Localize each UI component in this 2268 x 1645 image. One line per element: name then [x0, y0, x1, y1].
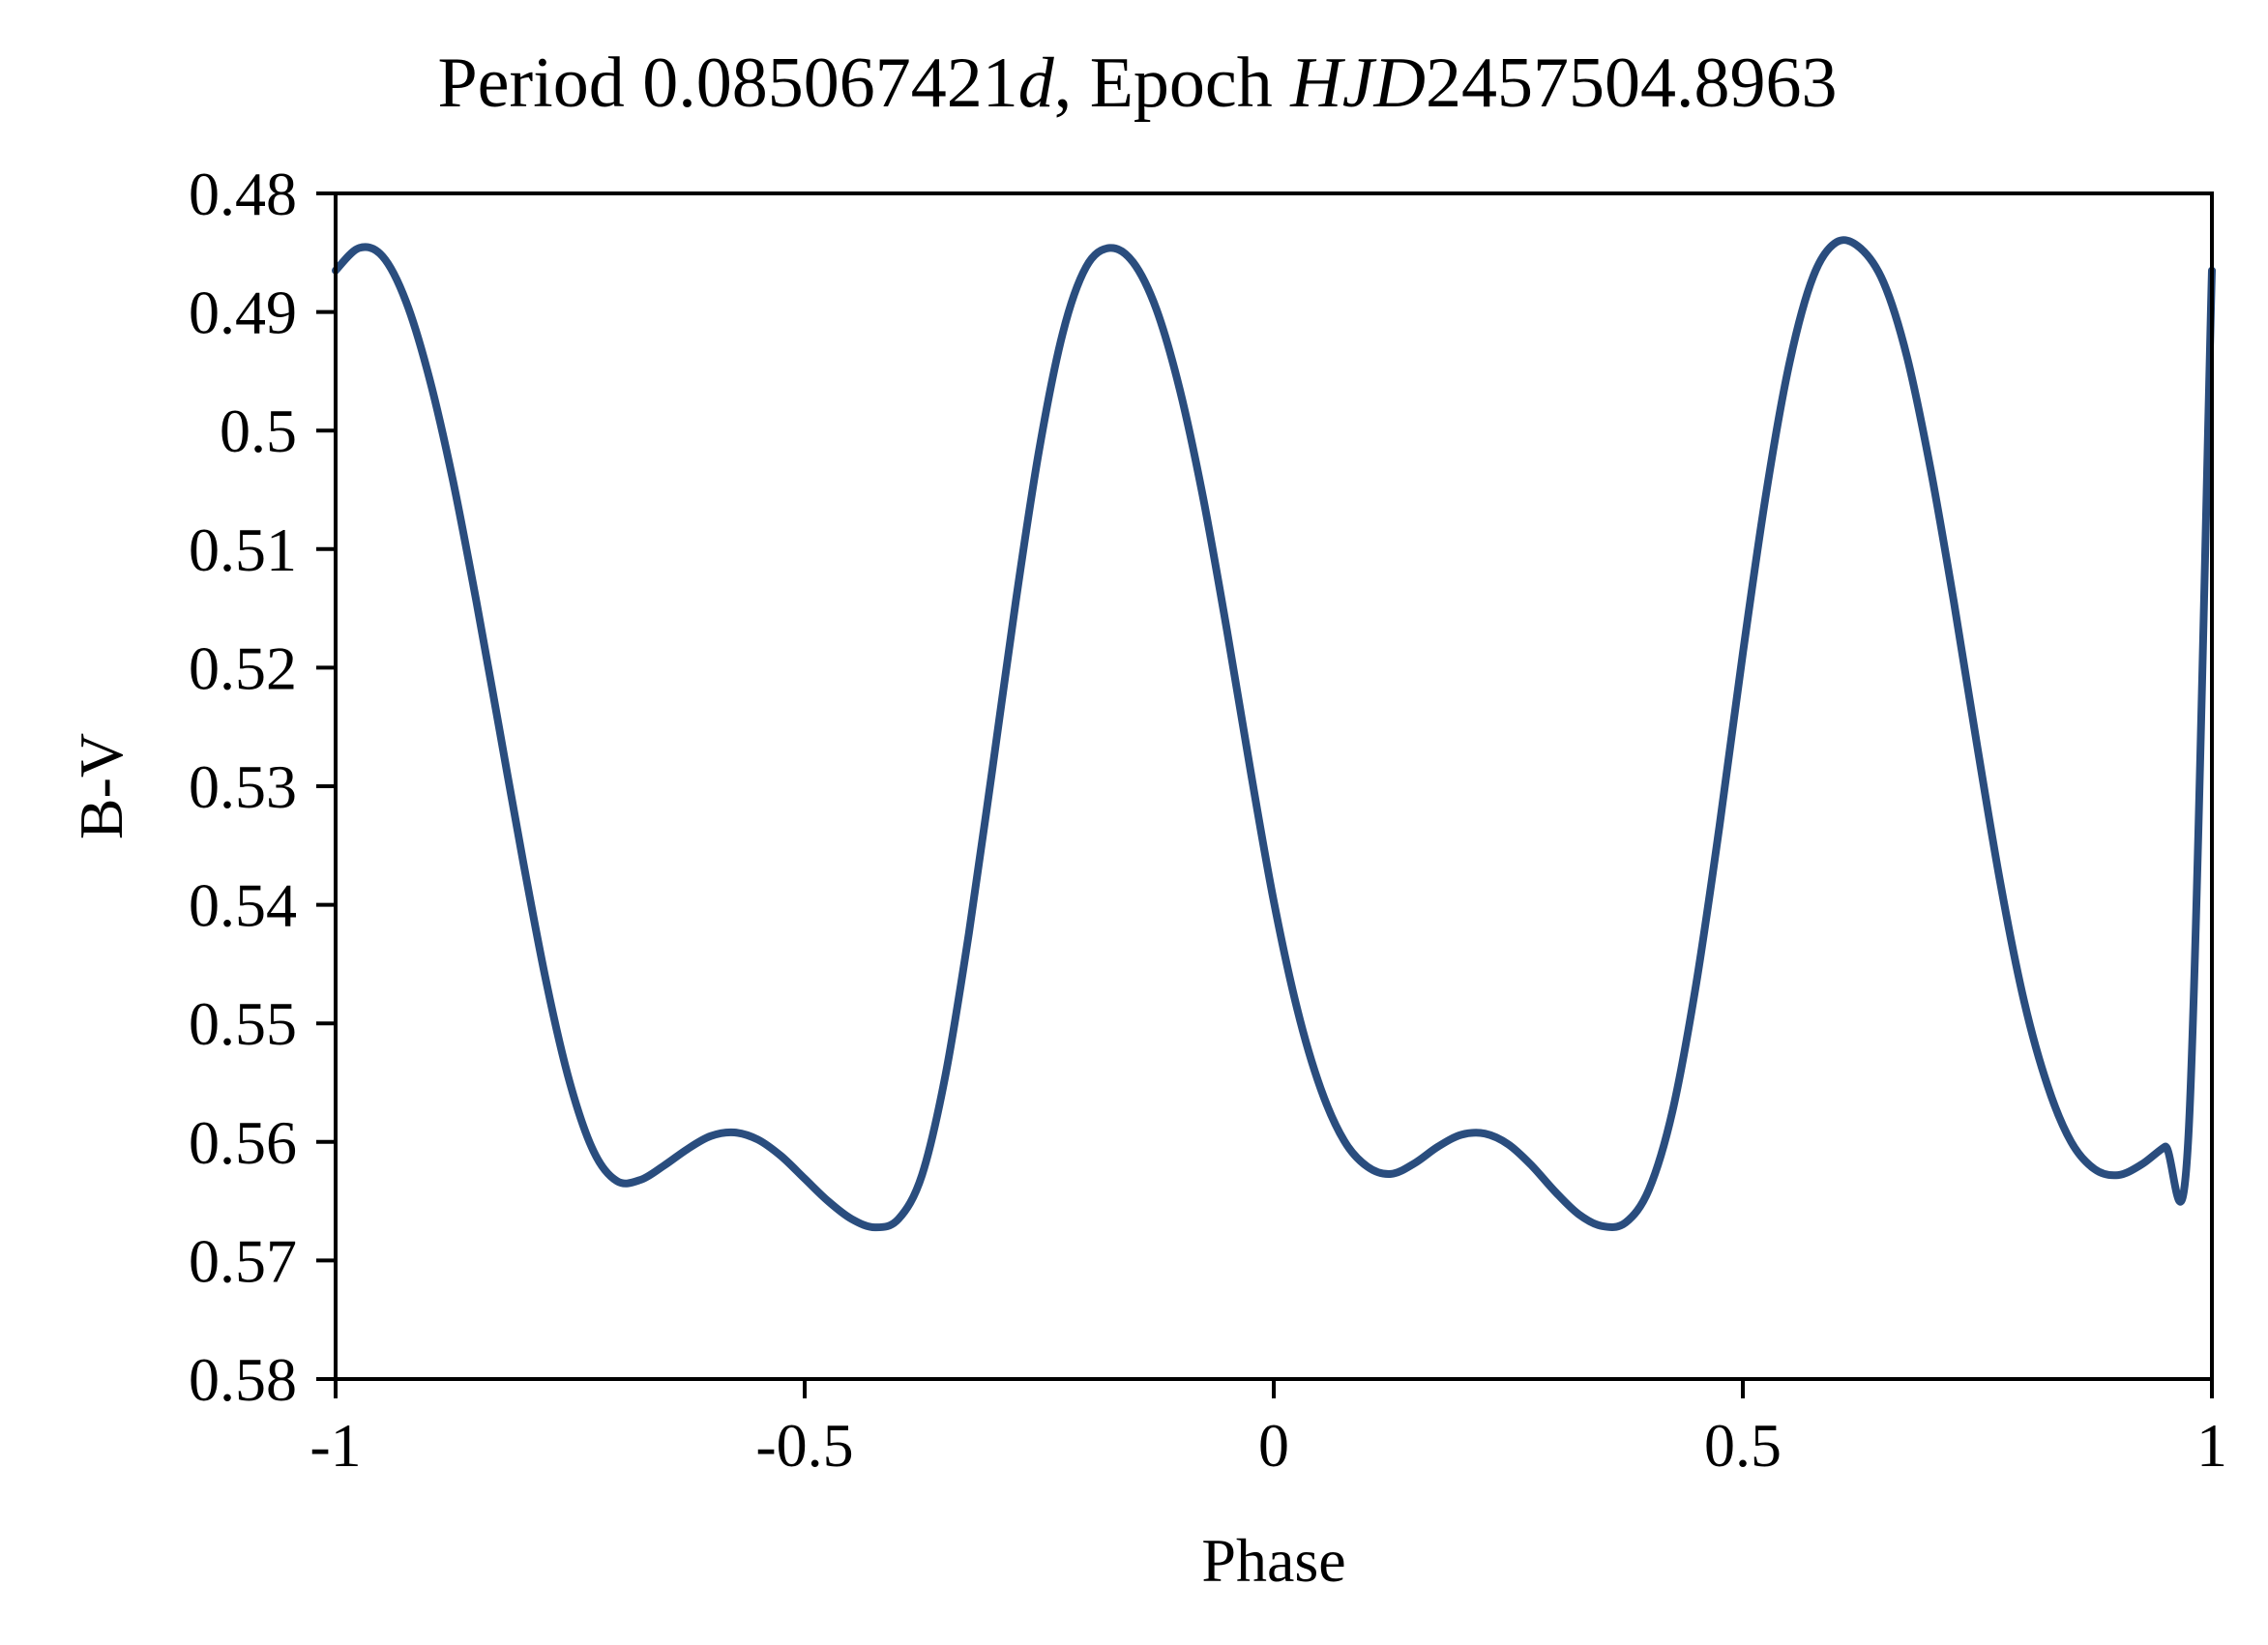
y-tick-label: 0.5	[220, 397, 297, 465]
y-tick-label: 0.58	[189, 1345, 297, 1414]
y-tick-label: 0.56	[189, 1108, 297, 1177]
y-tick-label: 0.51	[189, 515, 297, 584]
title-period-unit: d	[1018, 44, 1055, 123]
title-epoch-label: HJD	[1289, 44, 1426, 123]
x-tick-label: -1	[309, 1411, 361, 1480]
title-period: Period 0.085067421	[438, 44, 1018, 123]
y-tick-label: 0.57	[189, 1226, 297, 1295]
y-axis-label: B-V	[67, 733, 135, 839]
y-tick-label: 0.54	[189, 871, 297, 940]
title-middle: , Epoch	[1054, 44, 1291, 123]
y-tick-label: 0.52	[189, 633, 297, 702]
x-tick-label: -0.5	[755, 1411, 853, 1480]
x-axis-ticks: -1 -0.5 0 0.5 1	[309, 1379, 2227, 1480]
x-tick-label: 0	[1258, 1411, 1289, 1480]
x-tick-label: 1	[2196, 1411, 2227, 1480]
y-tick-label: 0.53	[189, 752, 297, 821]
title-epoch-value: 2457504.8963	[1426, 44, 1838, 123]
x-axis-label: Phase	[1201, 1526, 1345, 1595]
x-tick-label: 0.5	[1704, 1411, 1782, 1480]
y-tick-label: 0.55	[189, 989, 297, 1058]
y-tick-label: 0.48	[189, 160, 297, 228]
y-axis-ticks: 0.48 0.49 0.5 0.51 0.52 0.53 0.54 0.55 0.56 0.57 0…	[189, 160, 336, 1414]
plot-area-frame	[334, 191, 2214, 1381]
series-line	[332, 236, 2216, 1232]
chart-title: Period 0.085067421d, Epoch HJD2457504.89…	[438, 44, 1838, 123]
y-tick-label: 0.49	[189, 279, 297, 347]
